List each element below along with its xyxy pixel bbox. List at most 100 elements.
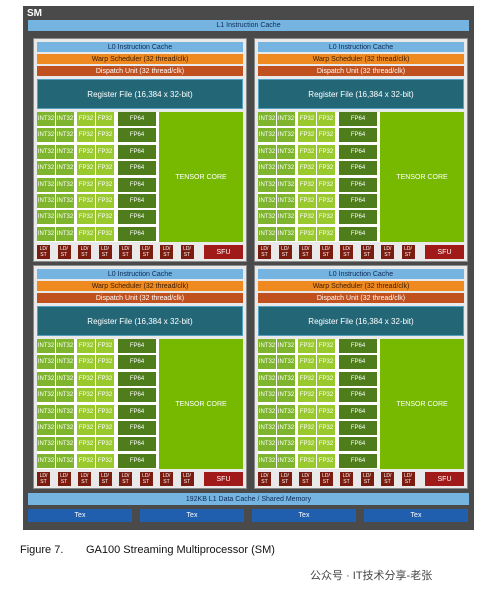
fp32-unit: FP32 <box>298 161 316 176</box>
ldst-label-bottom: ST <box>163 252 170 258</box>
ldst-label-top: LD/ <box>101 473 109 479</box>
int32-unit: INT32 <box>258 194 276 208</box>
ldst-label-top: LD/ <box>39 473 48 479</box>
fp32-unit: FP32 <box>96 194 114 208</box>
tensor-core: TENSOR CORE <box>380 339 464 469</box>
fp32-unit: FP32 <box>96 161 114 176</box>
fp32-unit: FP32 <box>96 144 114 159</box>
ldst-label-top: LD/ <box>260 473 269 479</box>
int32-unit: INT32 <box>258 371 276 386</box>
int32-unit: INT32 <box>37 404 55 419</box>
ldst-label-top: LD/ <box>322 473 330 479</box>
int32-unit: INT32 <box>258 339 276 353</box>
int32-unit: INT32 <box>277 339 295 353</box>
fp32-unit: FP32 <box>317 437 335 452</box>
fp32-unit: FP32 <box>317 144 335 159</box>
fp32-unit: FP32 <box>317 421 335 435</box>
fp64-unit: FP64 <box>118 226 156 241</box>
fp32-unit: FP32 <box>77 161 95 176</box>
ldst-label-bottom: ST <box>363 479 371 485</box>
fp64-unit: FP64 <box>339 437 377 452</box>
dispatch-unit: Dispatch Unit (32 thread/clk) <box>37 293 243 303</box>
fp64-unit: FP64 <box>339 421 377 435</box>
l0-instruction-cache: L0 Instruction Cache <box>258 269 464 279</box>
fp32-unit: FP32 <box>77 112 95 126</box>
int32-unit: INT32 <box>258 144 276 159</box>
l1-data-cache: 192KB L1 Data Cache / Shared Memory <box>28 493 469 505</box>
fp64-unit: FP64 <box>118 404 156 419</box>
ldst-unit: LD/ST <box>258 472 271 486</box>
processing-block: L0 Instruction Cache Warp Scheduler (32 t… <box>33 38 247 262</box>
compute-units: INT32 INT32 FP32 FP32 FP64 INT32 INT32 FP32 FP32… <box>258 112 464 242</box>
ldst-label-bottom: ST <box>60 252 68 258</box>
fp32-unit: FP32 <box>298 128 316 143</box>
tex-unit: Tex <box>252 509 356 522</box>
ldst-label-bottom: ST <box>322 479 330 485</box>
fp64-unit: FP64 <box>339 388 377 403</box>
fp64-unit: FP64 <box>339 144 377 159</box>
fp32-unit: FP32 <box>96 339 114 353</box>
ldst-unit: LD/ST <box>319 472 333 486</box>
fp32-unit: FP32 <box>317 194 335 208</box>
ldst-label-top: LD/ <box>281 246 289 252</box>
fp32-unit: FP32 <box>77 210 95 225</box>
int32-unit: INT32 <box>277 144 295 159</box>
ldst-label-bottom: ST <box>183 252 191 258</box>
tensor-core: TENSOR CORE <box>380 112 464 242</box>
fp32-unit: FP32 <box>298 371 316 386</box>
processing-block: L0 Instruction Cache Warp Scheduler (32 t… <box>254 38 468 262</box>
int32-unit: INT32 <box>277 128 295 143</box>
ldst-label-top: LD/ <box>183 473 191 479</box>
dispatch-unit: Dispatch Unit (32 thread/clk) <box>258 66 464 76</box>
l0-instruction-cache: L0 Instruction Cache <box>37 269 243 279</box>
fp32-unit: FP32 <box>96 437 114 452</box>
figure-number: Figure 7. <box>20 544 64 556</box>
fp32-unit: FP32 <box>317 355 335 370</box>
int32-unit: INT32 <box>277 371 295 386</box>
fp64-unit: FP64 <box>339 453 377 468</box>
fp32-unit: FP32 <box>96 210 114 225</box>
fp64-unit: FP64 <box>339 404 377 419</box>
ldst-label-top: LD/ <box>142 473 150 479</box>
register-file: Register File (16,384 x 32-bit) <box>258 306 464 336</box>
fp64-unit: FP64 <box>339 339 377 353</box>
int32-unit: INT32 <box>56 226 74 241</box>
sm-title: SM <box>27 8 42 19</box>
ldst-unit: LD/ST <box>57 472 71 486</box>
ldst-sfu-row: LD/ST LD/ST LD/ST LD/ST LD/ST LD/ST LD/ST LD/ST… <box>258 245 464 259</box>
ldst-unit: LD/ST <box>401 245 415 259</box>
fp32-unit: FP32 <box>317 161 335 176</box>
int32-unit: INT32 <box>37 355 55 370</box>
fp32-unit: FP32 <box>317 453 335 468</box>
ldst-label-top: LD/ <box>301 246 310 252</box>
int32-unit: INT32 <box>277 177 295 192</box>
l0-instruction-cache: L0 Instruction Cache <box>258 42 464 52</box>
fp64-unit: FP64 <box>118 112 156 126</box>
ldst-label-bottom: ST <box>81 479 88 485</box>
compute-units: INT32 INT32 FP32 FP32 FP64 INT32 INT32 FP32 FP32… <box>258 339 464 469</box>
ldst-unit: LD/ST <box>381 245 394 259</box>
ldst-unit: LD/ST <box>139 245 153 259</box>
fp32-unit: FP32 <box>77 339 95 353</box>
ldst-label-top: LD/ <box>383 473 392 479</box>
fp32-unit: FP32 <box>77 421 95 435</box>
ldst-label-bottom: ST <box>101 479 109 485</box>
int32-unit: INT32 <box>277 453 295 468</box>
int32-unit: INT32 <box>37 112 55 126</box>
sm-diagram: SM L1 Instruction Cache L0 Instruction C… <box>23 6 474 530</box>
int32-unit: INT32 <box>258 112 276 126</box>
fp32-unit: FP32 <box>317 371 335 386</box>
ldst-label-top: LD/ <box>101 246 109 252</box>
fp64-unit: FP64 <box>339 112 377 126</box>
int32-unit: INT32 <box>277 226 295 241</box>
fp64-unit: FP64 <box>118 128 156 143</box>
ldst-sfu-row: LD/ST LD/ST LD/ST LD/ST LD/ST LD/ST LD/ST LD/ST… <box>37 245 243 259</box>
fp32-unit: FP32 <box>77 128 95 143</box>
fp32-unit: FP32 <box>317 210 335 225</box>
fp32-unit: FP32 <box>77 404 95 419</box>
int32-unit: INT32 <box>56 388 74 403</box>
fp32-unit: FP32 <box>77 371 95 386</box>
ldst-label-bottom: ST <box>261 479 268 485</box>
fp32-unit: FP32 <box>298 226 316 241</box>
ldst-label-bottom: ST <box>343 479 350 485</box>
